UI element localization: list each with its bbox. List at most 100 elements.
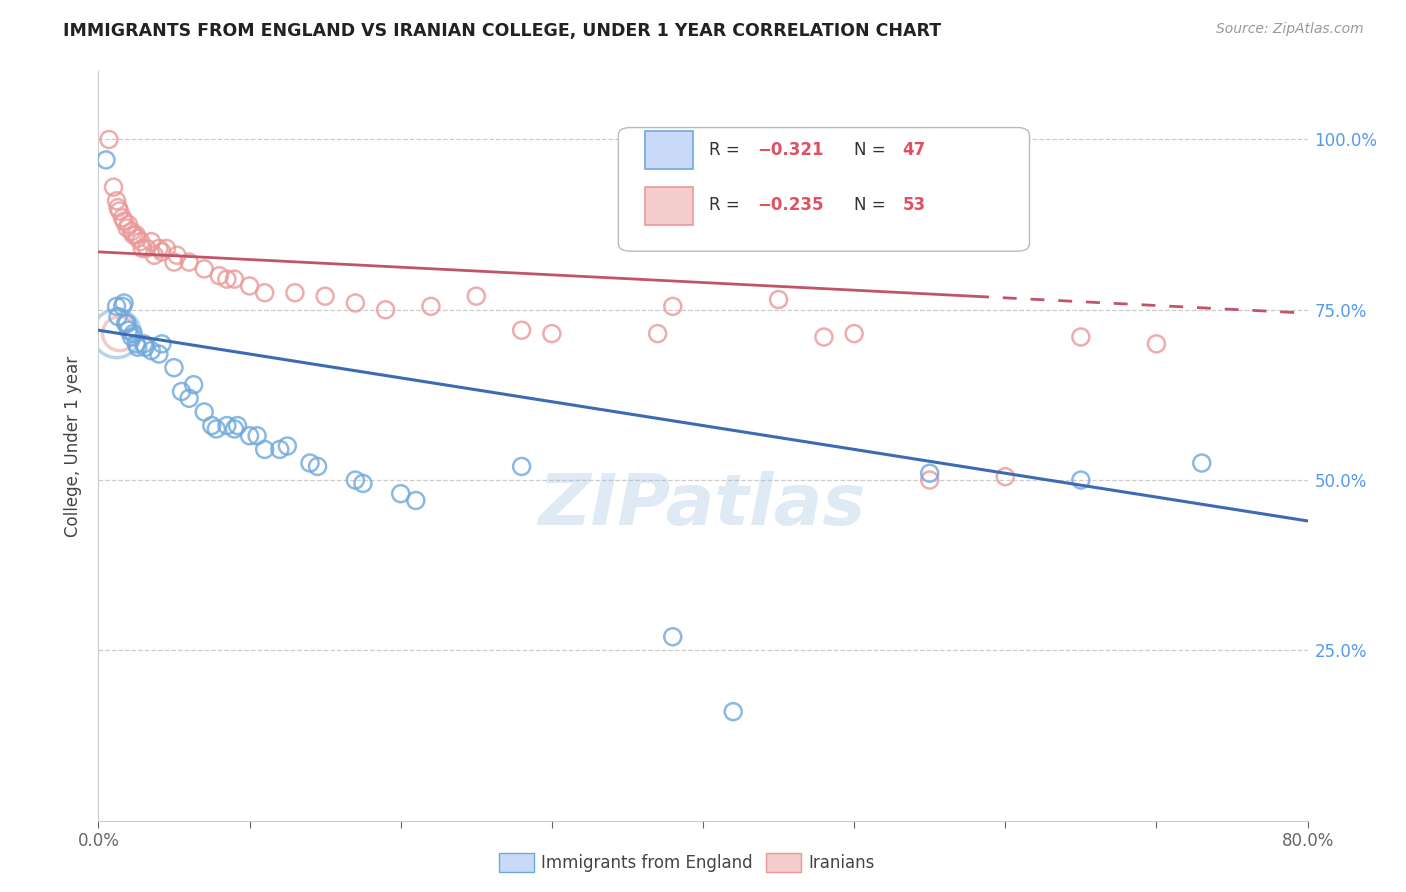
Point	[143, 248, 166, 262]
FancyBboxPatch shape	[619, 128, 1029, 252]
Point	[510, 459, 533, 474]
Point	[114, 317, 136, 331]
Point	[103, 180, 125, 194]
Point	[105, 194, 128, 208]
Point	[115, 221, 138, 235]
Point	[105, 299, 128, 313]
Point	[141, 235, 163, 249]
Point	[98, 132, 121, 146]
Point	[253, 442, 276, 457]
Point	[344, 473, 367, 487]
Point	[224, 422, 246, 436]
Point	[135, 242, 157, 256]
Point	[148, 347, 170, 361]
Point	[389, 486, 412, 500]
Y-axis label: College, Under 1 year: College, Under 1 year	[65, 355, 83, 537]
Point	[163, 255, 186, 269]
Point	[112, 214, 135, 228]
Point	[125, 227, 148, 242]
Point	[150, 244, 173, 259]
Point	[1070, 473, 1092, 487]
FancyBboxPatch shape	[645, 131, 693, 169]
Point	[170, 384, 193, 399]
Point	[420, 299, 443, 313]
Point	[129, 235, 152, 249]
Point	[205, 422, 228, 436]
Point	[193, 405, 215, 419]
Point	[125, 336, 148, 351]
Point	[374, 302, 396, 317]
Point	[661, 630, 683, 644]
Point	[1144, 336, 1167, 351]
Point	[121, 330, 143, 344]
FancyBboxPatch shape	[645, 187, 693, 225]
Point	[405, 493, 427, 508]
Point	[226, 418, 249, 433]
Point	[239, 279, 262, 293]
Point	[166, 248, 188, 262]
Point	[276, 439, 298, 453]
Text: ZIPatlas: ZIPatlas	[540, 472, 866, 541]
Point	[111, 211, 134, 225]
Text: 53: 53	[903, 195, 925, 214]
Point	[193, 261, 215, 276]
Point	[94, 153, 117, 167]
Point	[127, 340, 149, 354]
Text: N =: N =	[855, 141, 891, 159]
Point	[768, 293, 790, 307]
Point	[246, 429, 269, 443]
Point	[115, 317, 138, 331]
Point	[299, 456, 322, 470]
Point	[121, 224, 143, 238]
Point	[118, 323, 141, 337]
Point	[122, 326, 145, 341]
Point	[215, 418, 238, 433]
Point	[127, 231, 149, 245]
Text: −0.321: −0.321	[758, 141, 824, 159]
Point	[224, 272, 246, 286]
Text: Iranians: Iranians	[808, 854, 875, 871]
Text: R =: R =	[709, 195, 745, 214]
Point	[1070, 330, 1092, 344]
Point	[540, 326, 562, 341]
Point	[239, 429, 262, 443]
Point	[179, 255, 201, 269]
Point	[107, 310, 129, 324]
Point	[179, 392, 201, 406]
Point	[108, 204, 131, 219]
Point	[918, 473, 941, 487]
Point	[148, 242, 170, 256]
Point	[112, 296, 135, 310]
Point	[465, 289, 488, 303]
Point	[269, 442, 291, 457]
Point	[131, 242, 153, 256]
Point	[107, 201, 129, 215]
Point	[134, 340, 156, 354]
Text: R =: R =	[709, 141, 745, 159]
Text: Immigrants from England: Immigrants from England	[541, 854, 754, 871]
Point	[813, 330, 835, 344]
Point	[661, 299, 683, 313]
Point	[118, 218, 141, 232]
Point	[510, 323, 533, 337]
Text: Source: ZipAtlas.com: Source: ZipAtlas.com	[1216, 22, 1364, 37]
Point	[163, 360, 186, 375]
Text: N =: N =	[855, 195, 891, 214]
Point	[352, 476, 374, 491]
Point	[844, 326, 866, 341]
Point	[201, 418, 224, 433]
Point	[918, 467, 941, 481]
Text: 47: 47	[903, 141, 925, 159]
Point	[647, 326, 669, 341]
Point	[132, 336, 155, 351]
Point	[141, 343, 163, 358]
Point	[215, 272, 238, 286]
Point	[307, 459, 329, 474]
Point	[344, 296, 367, 310]
Text: IMMIGRANTS FROM ENGLAND VS IRANIAN COLLEGE, UNDER 1 YEAR CORRELATION CHART: IMMIGRANTS FROM ENGLAND VS IRANIAN COLLE…	[63, 22, 942, 40]
Point	[723, 705, 745, 719]
Point	[108, 326, 131, 341]
Point	[314, 289, 336, 303]
Point	[155, 242, 177, 256]
Point	[253, 285, 276, 300]
